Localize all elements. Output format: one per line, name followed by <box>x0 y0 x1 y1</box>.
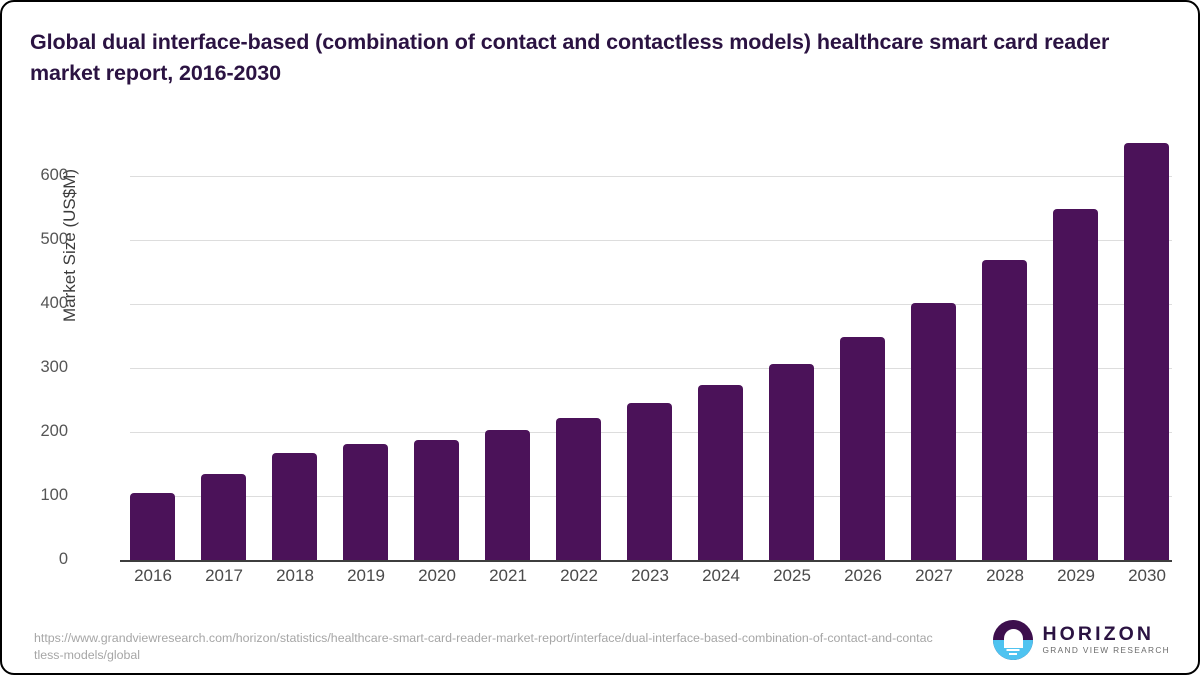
bar[interactable] <box>982 260 1027 560</box>
bar-group: 2027 <box>911 176 956 585</box>
x-tick-label: 2030 <box>1128 566 1166 585</box>
bar-group: 2022 <box>556 176 601 585</box>
logo-tagline: GRAND VIEW RESEARCH <box>1042 645 1170 655</box>
bar-group: 2025 <box>769 176 814 585</box>
source-url[interactable]: https://www.grandviewresearch.com/horizo… <box>34 631 933 662</box>
horizon-logo[interactable]: HORIZON GRAND VIEW RESEARCH <box>993 620 1170 660</box>
y-tick-label: 600 <box>40 166 68 184</box>
gridline-600 <box>130 176 1172 177</box>
page-title: Global dual interface-based (combination… <box>30 30 1110 85</box>
bar-group: 2029 <box>1053 176 1098 585</box>
bar-group: 2020 <box>414 176 459 585</box>
bar-group: 2028 <box>982 176 1027 585</box>
y-tick-label: 400 <box>40 294 68 312</box>
x-tick-label: 2026 <box>844 566 882 585</box>
bar[interactable] <box>414 439 459 560</box>
bar[interactable] <box>485 430 530 560</box>
y-tick-label: 500 <box>40 230 68 248</box>
bar[interactable] <box>698 385 743 560</box>
logo-ray-2 <box>1006 649 1020 651</box>
gridline-400 <box>130 304 1172 305</box>
bar-series: 2016 2017 2018 2019 2020 2021 2022 2023 2024 2025… <box>130 142 1172 585</box>
gridline-300 <box>130 368 1172 369</box>
bar-group: 2016 <box>130 176 175 585</box>
x-tick-label: 2021 <box>489 566 527 585</box>
y-tick-label: 200 <box>40 422 68 440</box>
logo-sun-dome <box>1003 629 1023 648</box>
y-tick-label: 300 <box>40 358 68 376</box>
y-tick-label: 0 <box>58 550 68 568</box>
x-tick-label: 2020 <box>418 566 456 585</box>
bar-group: 2024 <box>698 176 743 585</box>
x-axis-line <box>120 560 1172 562</box>
bar[interactable] <box>343 444 388 560</box>
bar[interactable] <box>627 403 672 560</box>
x-tick-label: 2017 <box>205 566 243 585</box>
bar-group: 2017 <box>201 176 246 585</box>
x-tick-label: 2024 <box>702 566 740 585</box>
bar-group: 2026 <box>840 176 885 585</box>
x-tick-label: 2029 <box>1057 566 1095 585</box>
bar[interactable] <box>911 302 956 560</box>
bar[interactable] <box>130 493 175 560</box>
x-tick-label: 2022 <box>560 566 598 585</box>
bar[interactable] <box>201 474 246 560</box>
x-tick-label: 2028 <box>986 566 1024 585</box>
bar[interactable] <box>556 417 601 560</box>
x-tick-label: 2018 <box>276 566 314 585</box>
bar-group: 2019 <box>343 176 388 585</box>
x-tick-label: 2023 <box>631 566 669 585</box>
bar-group: 2023 <box>627 176 672 585</box>
bar[interactable] <box>1053 208 1098 560</box>
logo-ray-3 <box>1009 653 1018 655</box>
horizon-sun-circle-icon <box>993 620 1034 660</box>
x-tick-label: 2016 <box>134 566 172 585</box>
bar[interactable] <box>769 363 814 560</box>
x-tick-label: 2019 <box>347 566 385 585</box>
bar[interactable] <box>1124 142 1169 560</box>
bar-group: 2018 <box>272 176 317 585</box>
bar[interactable] <box>272 453 317 560</box>
bar-group: 2030 <box>1124 142 1169 585</box>
x-tick-label: 2027 <box>915 566 953 585</box>
bar[interactable] <box>840 336 885 560</box>
bar-group: 2021 <box>485 176 530 585</box>
y-tick-label: 100 <box>40 486 68 504</box>
x-tick-label: 2025 <box>773 566 811 585</box>
gridline-500 <box>130 240 1172 241</box>
logo-name: HORIZON <box>1042 623 1155 645</box>
logo-ray-1 <box>1004 645 1022 647</box>
logo-wordmark: HORIZON GRAND VIEW RESEARCH <box>1042 624 1170 656</box>
